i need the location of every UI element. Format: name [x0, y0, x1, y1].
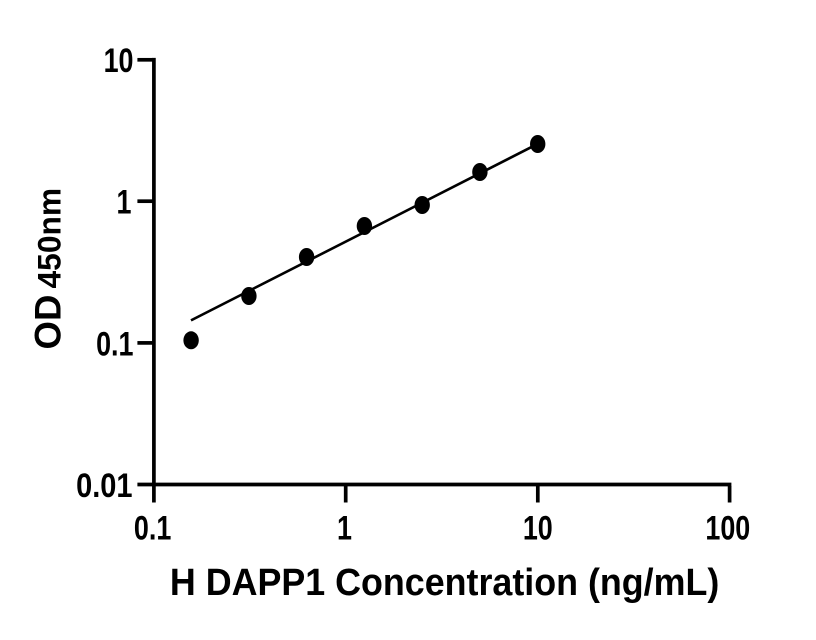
svg-text:0.1: 0.1 — [134, 508, 171, 547]
svg-text:10: 10 — [104, 41, 134, 80]
svg-text:OD: OD — [28, 295, 69, 350]
svg-text:H DAPP1 Concentration (ng/mL): H DAPP1 Concentration (ng/mL) — [170, 560, 719, 603]
svg-text:1: 1 — [337, 508, 352, 547]
svg-text:1: 1 — [117, 182, 132, 221]
svg-text:0.01: 0.01 — [76, 465, 132, 504]
svg-text:450nm: 450nm — [31, 188, 67, 289]
svg-text:100: 100 — [705, 508, 750, 547]
svg-text:10: 10 — [523, 508, 553, 547]
svg-text:0.1: 0.1 — [96, 324, 133, 363]
